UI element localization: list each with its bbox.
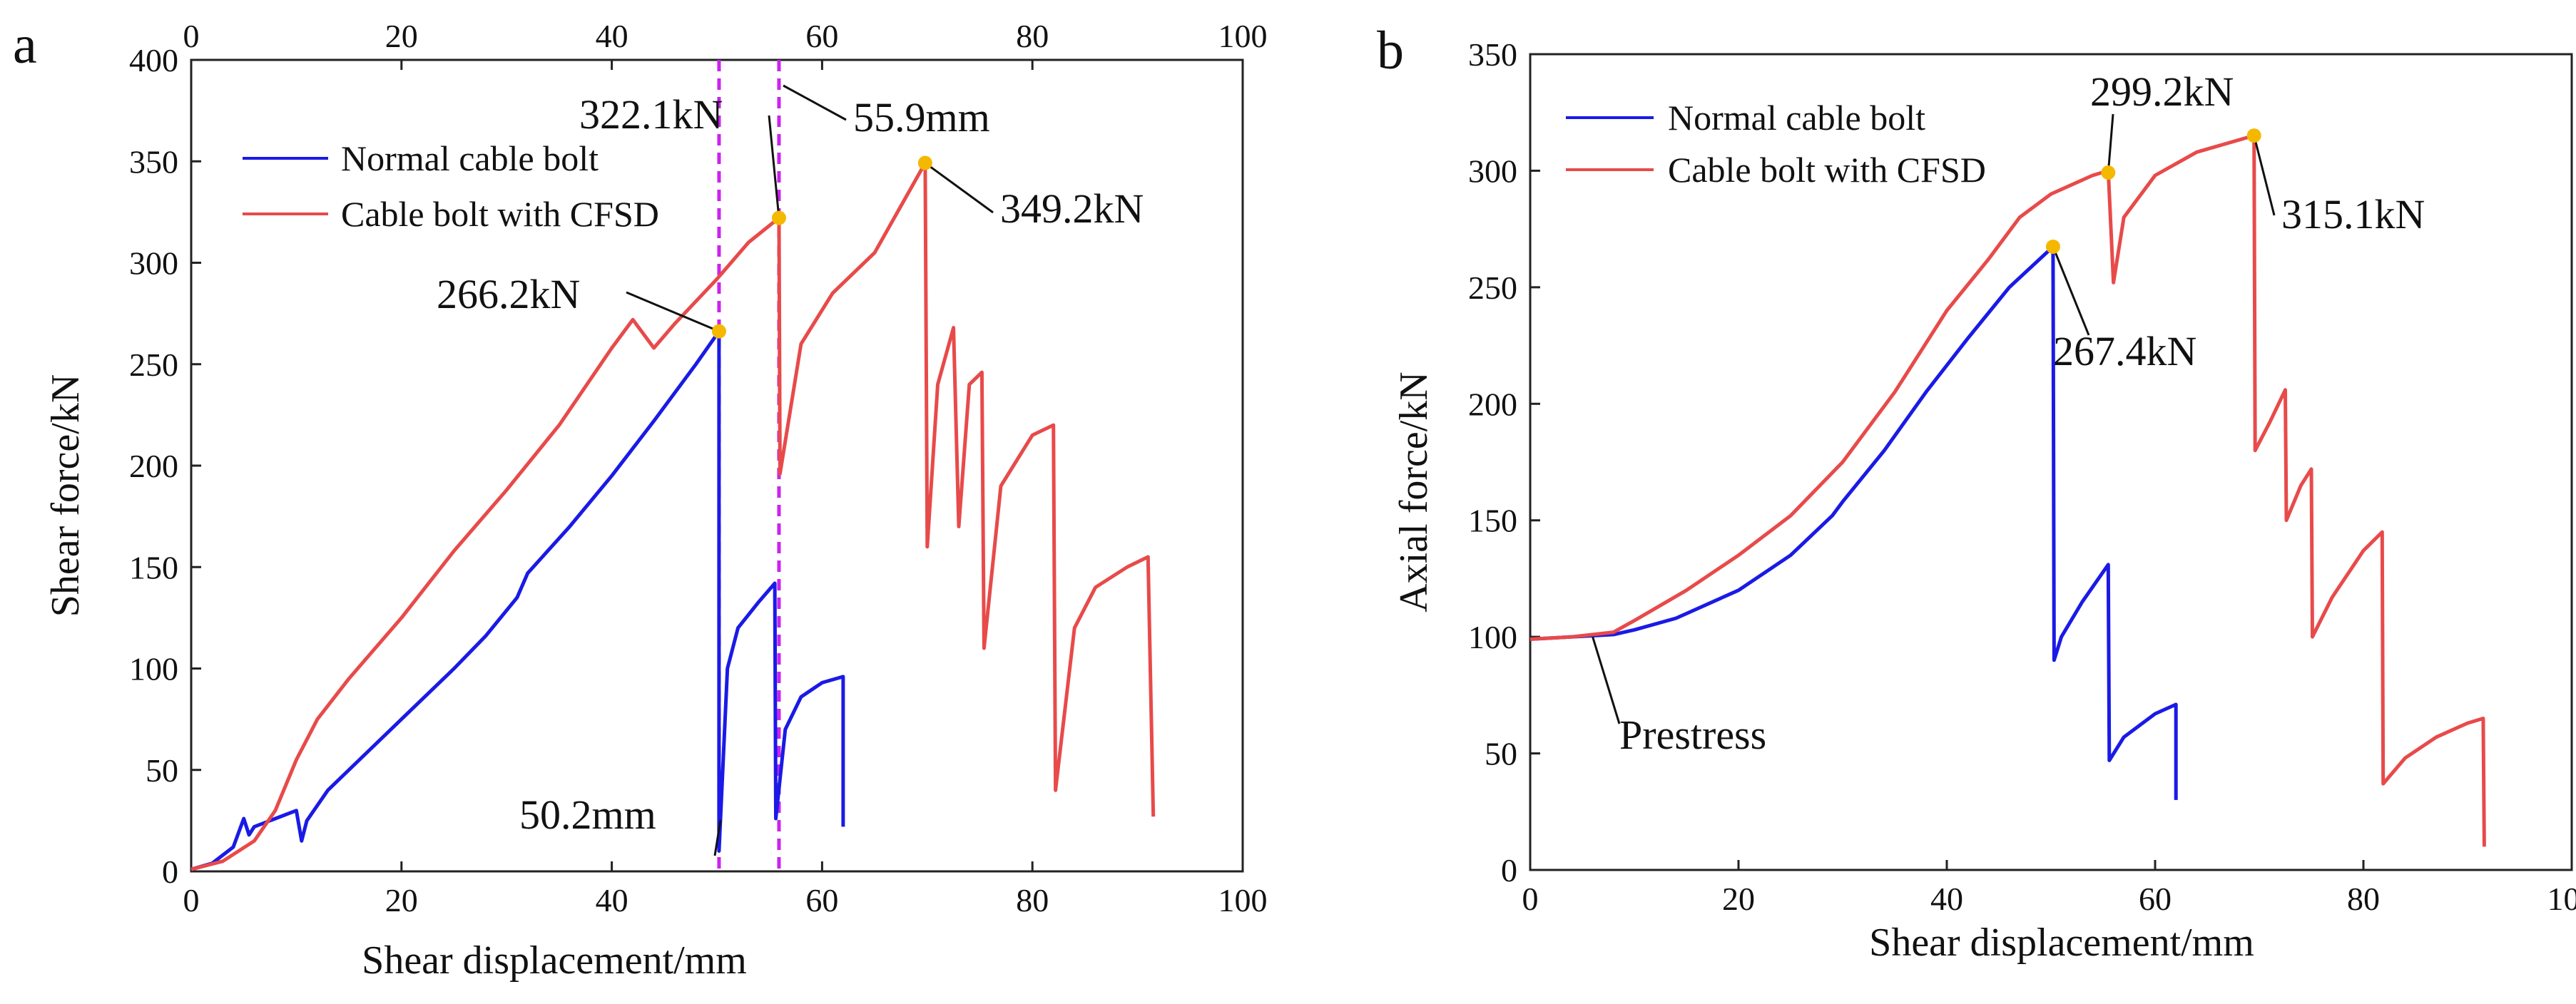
panel-b-y-tick-label: 250 (1468, 270, 1517, 306)
panel-b-annotation-315kn: 315.1kN (2281, 191, 2425, 237)
panel-a-y-tick-label: 0 (162, 854, 178, 890)
panel-b-peak-marker (2045, 239, 2060, 254)
panel-b-y-tick-label: 300 (1468, 153, 1517, 189)
panel-b-x-tick-label: 60 (2139, 881, 2172, 917)
panel-a-callout-line (924, 162, 994, 214)
panel-a-top-tick-label: 80 (1016, 18, 1049, 54)
panel-a-y-tick-label: 350 (129, 143, 178, 180)
panel-a-y-tick-label: 200 (129, 448, 178, 484)
panel-a-x-axis-title: Shear displacement/mm (362, 938, 747, 983)
panel-a-label: a (13, 15, 37, 75)
panel-b-series-cable-bolt-cfsd-line (1529, 133, 2486, 847)
panel-a-y-tick-label: 150 (129, 549, 178, 585)
panel-b-y-axis-title: Axial force/kN (1392, 372, 1436, 612)
panel-a-chart: a 00202040406060808010010005010015020025… (13, 15, 1268, 983)
panel-a-annotation-50-2mm: 50.2mm (519, 792, 656, 838)
panel-b-annotation-267kn: 267.4kN (2053, 328, 2196, 374)
panel-b-chart: b 0 20 40 60 80 100 0 50 100 150 200 250 300 350 Norm… (1377, 21, 2576, 965)
panel-a-annotation-322kn: 322.1kN (579, 91, 723, 138)
panel-a-series-cable-bolt-cfsd-line (190, 161, 1156, 871)
panel-a-top-tick-label: 20 (385, 18, 418, 54)
panel-a-callout-line (713, 819, 722, 856)
panel-a-callout-line (626, 291, 720, 333)
panel-a-peak-marker (917, 155, 932, 170)
panel-a-y-tick-label: 400 (129, 42, 178, 78)
panel-a-annotation-55-9mm: 55.9mm (853, 94, 990, 140)
panel-b-peak-marker (2246, 128, 2261, 143)
panel-b-callout-line (2253, 135, 2276, 216)
panel-a-callout-line (783, 84, 847, 121)
panel-b-callout-line (1592, 636, 1621, 724)
panel-a-top-tick-label: 60 (805, 18, 838, 54)
panel-a-peak-marker (711, 324, 726, 339)
panel-b-legend-normal-label: Normal cable bolt (1668, 98, 1925, 138)
panel-b-annotation-299kn: 299.2kN (2090, 68, 2234, 115)
panel-a-callout-line (768, 115, 780, 218)
panel-a-top-tick-label: 0 (183, 18, 200, 54)
panel-b-plot-area: 0 20 40 60 80 100 0 50 100 150 200 250 300 350 (1468, 36, 2576, 917)
panel-b-annotation-prestress: Prestress (1619, 712, 1766, 758)
panel-b-label: b (1377, 21, 1404, 81)
panel-b-y-tick-label: 100 (1468, 619, 1517, 655)
panel-b-callout-line (2107, 113, 2114, 173)
panel-a-top-tick-label: 100 (1218, 18, 1268, 54)
panel-a-y-tick-label: 100 (129, 651, 178, 687)
panel-a-legend-cfsd-label: Cable bolt with CFSD (341, 194, 659, 234)
panel-b-x-axis-title: Shear displacement/mm (1869, 921, 2254, 965)
panel-b-x-tick-label: 80 (2347, 881, 2380, 917)
panel-a-x-tick-label: 40 (596, 882, 628, 918)
panel-b-x-tick-label: 0 (1522, 881, 1539, 917)
panel-a-x-tick-label: 80 (1016, 882, 1049, 918)
panel-b-legend-cfsd-label: Cable bolt with CFSD (1668, 150, 1986, 190)
panel-b-x-tick-label: 40 (1930, 881, 1963, 917)
panel-b-y-tick-label: 50 (1485, 736, 1517, 772)
panel-b-y-tick-label: 0 (1501, 852, 1517, 888)
panel-b-x-tick-label: 100 (2547, 881, 2576, 917)
panel-a-legend-normal-label: Normal cable bolt (341, 138, 599, 178)
panel-a-y-tick-label: 300 (129, 245, 178, 282)
panel-a-series-normal-cable-bolt-line (190, 329, 845, 871)
panel-a-y-tick-label: 250 (129, 347, 178, 383)
panel-b-legend: Normal cable bolt Cable bolt with CFSD (1566, 98, 1986, 190)
panel-a-x-tick-label: 0 (183, 882, 200, 918)
panel-a-legend: Normal cable bolt Cable bolt with CFSD (243, 138, 659, 234)
panel-b-callout-line (2052, 246, 2090, 336)
panel-a-annotation-349kn: 349.2kN (1000, 185, 1144, 232)
panel-a-annotation-266kn: 266.2kN (437, 271, 580, 317)
panel-b-x-tick-label: 20 (1722, 881, 1755, 917)
panel-b-frame (1529, 53, 2573, 871)
panel-a-y-tick-label: 50 (146, 752, 178, 789)
panel-a-peak-marker (771, 210, 786, 225)
panel-b-y-tick-label: 200 (1468, 386, 1517, 422)
panel-b-y-tick-label: 150 (1468, 503, 1517, 539)
panel-a-y-axis-title: Shear force/kN (44, 374, 88, 618)
panel-a-x-tick-label: 60 (805, 882, 838, 918)
panel-b-series-normal-cable-bolt-line (1529, 245, 2178, 800)
panel-b-y-tick-label: 350 (1468, 36, 1517, 73)
panel-a-top-tick-label: 40 (596, 18, 628, 54)
panel-a-frame (190, 58, 1244, 873)
panel-a-plot-area: 0020204040606080801001000501001502002503… (129, 18, 1268, 918)
panel-a-x-tick-label: 20 (385, 882, 418, 918)
panel-b-peak-marker (2101, 165, 2116, 180)
panel-a-x-tick-label: 100 (1218, 882, 1268, 918)
